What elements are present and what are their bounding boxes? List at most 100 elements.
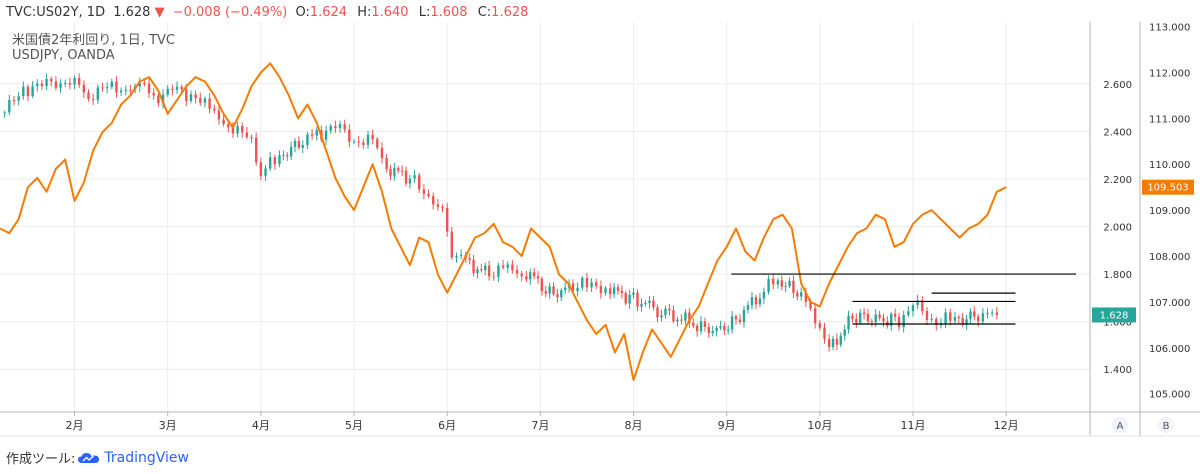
candle-body <box>129 89 132 91</box>
candle-body <box>560 290 563 298</box>
candle-body <box>293 140 297 147</box>
candle-body <box>692 322 695 326</box>
candle-body <box>432 196 435 205</box>
x-tick-label: 11月 <box>900 419 925 432</box>
candle-body <box>380 147 384 159</box>
candle-body <box>329 126 332 131</box>
left-tick-label: 2.000 <box>1103 223 1132 234</box>
candle-body <box>143 83 146 85</box>
candle-body <box>754 297 758 305</box>
candle-body <box>87 92 90 100</box>
candle-body <box>855 318 858 323</box>
candle-body <box>520 273 523 277</box>
candle-body <box>468 258 471 260</box>
candle-body <box>397 168 400 171</box>
candle-body <box>180 86 183 90</box>
low-value: 1.608 <box>430 5 467 20</box>
candle-body <box>115 81 118 93</box>
candle-body <box>624 293 627 304</box>
candle-body <box>101 87 104 89</box>
candle-body <box>324 130 328 140</box>
candle-body <box>784 286 787 288</box>
candle-body <box>965 319 968 325</box>
candle-body <box>620 290 624 294</box>
candle-body <box>278 155 281 165</box>
candle-body <box>436 204 440 207</box>
usdjpy-badge-value: 109.503 <box>1147 183 1188 194</box>
candle-body <box>738 319 742 323</box>
candle-body <box>222 119 225 125</box>
candle-body <box>695 325 699 332</box>
tradingview-link[interactable]: TradingView <box>78 450 189 466</box>
candle-body <box>459 254 463 257</box>
candle-body <box>711 331 714 333</box>
candle-body <box>306 134 309 146</box>
candle-body <box>758 298 762 305</box>
candle-body <box>799 292 803 297</box>
down-arrow-icon: ▼ <box>155 5 165 20</box>
candle-body <box>404 170 408 184</box>
candle-body <box>552 286 555 295</box>
scale-auto-button[interactable]: A <box>1112 417 1128 433</box>
candle-body <box>480 269 483 271</box>
candle-body <box>796 292 799 297</box>
candle-body <box>973 311 976 317</box>
trend-lines <box>731 273 1076 325</box>
candle-body <box>990 312 994 314</box>
candle-body <box>357 141 360 143</box>
candle-body <box>957 317 960 319</box>
candle-body <box>953 317 957 321</box>
right-tick-label: 109.000 <box>1149 206 1190 217</box>
candle-body <box>119 90 123 93</box>
candle-body <box>166 88 169 95</box>
candle-body <box>418 175 421 190</box>
candle-body <box>944 312 947 324</box>
candle-body <box>17 96 20 101</box>
high-value: 1.640 <box>371 5 408 20</box>
candle-body <box>59 83 62 88</box>
candle-body <box>259 162 263 176</box>
candle-body <box>31 86 34 97</box>
candle-body <box>788 280 791 287</box>
candle-body <box>632 292 635 295</box>
candle-body <box>400 170 404 172</box>
left-tick-label: 1.800 <box>1103 270 1132 281</box>
candle-body <box>413 175 416 179</box>
candle-body <box>273 157 277 165</box>
scale-auto-label: A <box>1117 421 1124 432</box>
candle-body <box>656 307 659 318</box>
scale-b-button[interactable]: B <box>1158 417 1174 433</box>
candle-body <box>902 314 905 328</box>
legend-line-1: 米国債2年利回り, 1日, TVC <box>12 33 175 48</box>
candle-body <box>813 308 817 324</box>
candle-body <box>26 86 30 97</box>
candle-body <box>676 319 679 322</box>
candle-body <box>175 86 179 90</box>
candle-body <box>497 265 500 277</box>
x-tick-label: 7月 <box>531 419 549 432</box>
candle-body <box>297 140 301 148</box>
candle-body <box>208 98 211 109</box>
footer-prefix: 作成ツール: <box>6 452 76 467</box>
candle-body <box>245 132 249 138</box>
candle-body <box>581 277 584 288</box>
candle-body <box>858 312 862 323</box>
candle-body <box>203 98 207 103</box>
candle-body <box>8 100 11 113</box>
candle-body <box>874 314 877 323</box>
x-tick-label: 2月 <box>66 419 84 432</box>
candle-body <box>282 155 285 157</box>
candle-body <box>3 112 6 114</box>
candle-body <box>472 259 475 274</box>
candle-body <box>110 81 113 88</box>
candle-body <box>907 311 910 315</box>
tradingview-brand: TradingView <box>104 449 189 466</box>
candle-body <box>688 312 691 323</box>
x-tick-label: 4月 <box>252 419 270 432</box>
candle-body <box>96 87 100 100</box>
candle-body <box>843 329 846 336</box>
candle-body <box>640 303 643 307</box>
candle-body <box>492 276 495 278</box>
